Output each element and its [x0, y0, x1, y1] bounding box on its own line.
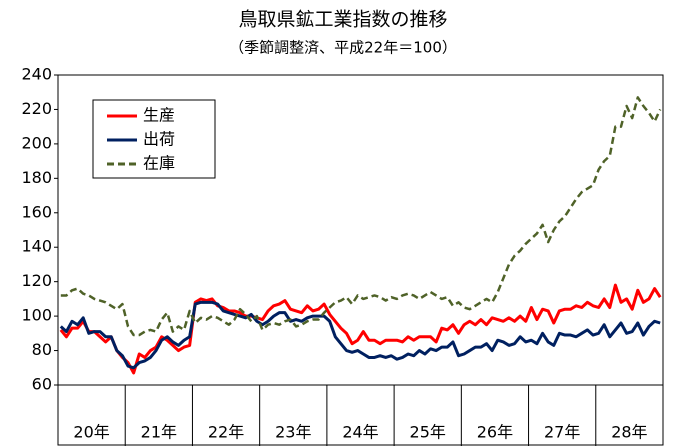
- x-tick-label: 26年: [477, 423, 513, 442]
- x-tick-label: 23年: [275, 423, 311, 442]
- x-tick-label: 20年: [73, 423, 109, 442]
- y-tick-label: 240: [21, 65, 52, 84]
- plot-frame: [57, 74, 664, 446]
- x-tick-label: 21年: [141, 423, 177, 442]
- chart-subtitle: （季節調整済、平成22年＝100）: [229, 39, 457, 57]
- y-tick-label: 220: [21, 99, 52, 118]
- y-tick-label: 120: [21, 271, 52, 290]
- x-tick-label: 25年: [410, 423, 446, 442]
- y-tick-label: 140: [21, 237, 52, 256]
- legend-label: 在庫: [143, 154, 175, 173]
- x-tick-label: 28年: [611, 423, 647, 442]
- legend-label: 出荷: [143, 130, 175, 149]
- series-line: [59, 283, 662, 375]
- x-tick-label: 24年: [342, 423, 378, 442]
- x-tick-label: 22年: [208, 423, 244, 442]
- x-tick-label: 27年: [544, 423, 580, 442]
- y-tick-label: 60: [32, 375, 52, 394]
- y-tick-label: 80: [32, 340, 52, 359]
- y-tick-label: 200: [21, 133, 52, 152]
- series-line: [60, 96, 662, 337]
- legend-label: 生産: [143, 106, 175, 125]
- chart-title: 鳥取県鉱工業指数の推移: [238, 9, 447, 31]
- y-tick-label: 180: [21, 168, 52, 187]
- y-tick-label: 100: [21, 306, 52, 325]
- series-line: [59, 300, 661, 370]
- y-tick-label: 160: [21, 202, 52, 221]
